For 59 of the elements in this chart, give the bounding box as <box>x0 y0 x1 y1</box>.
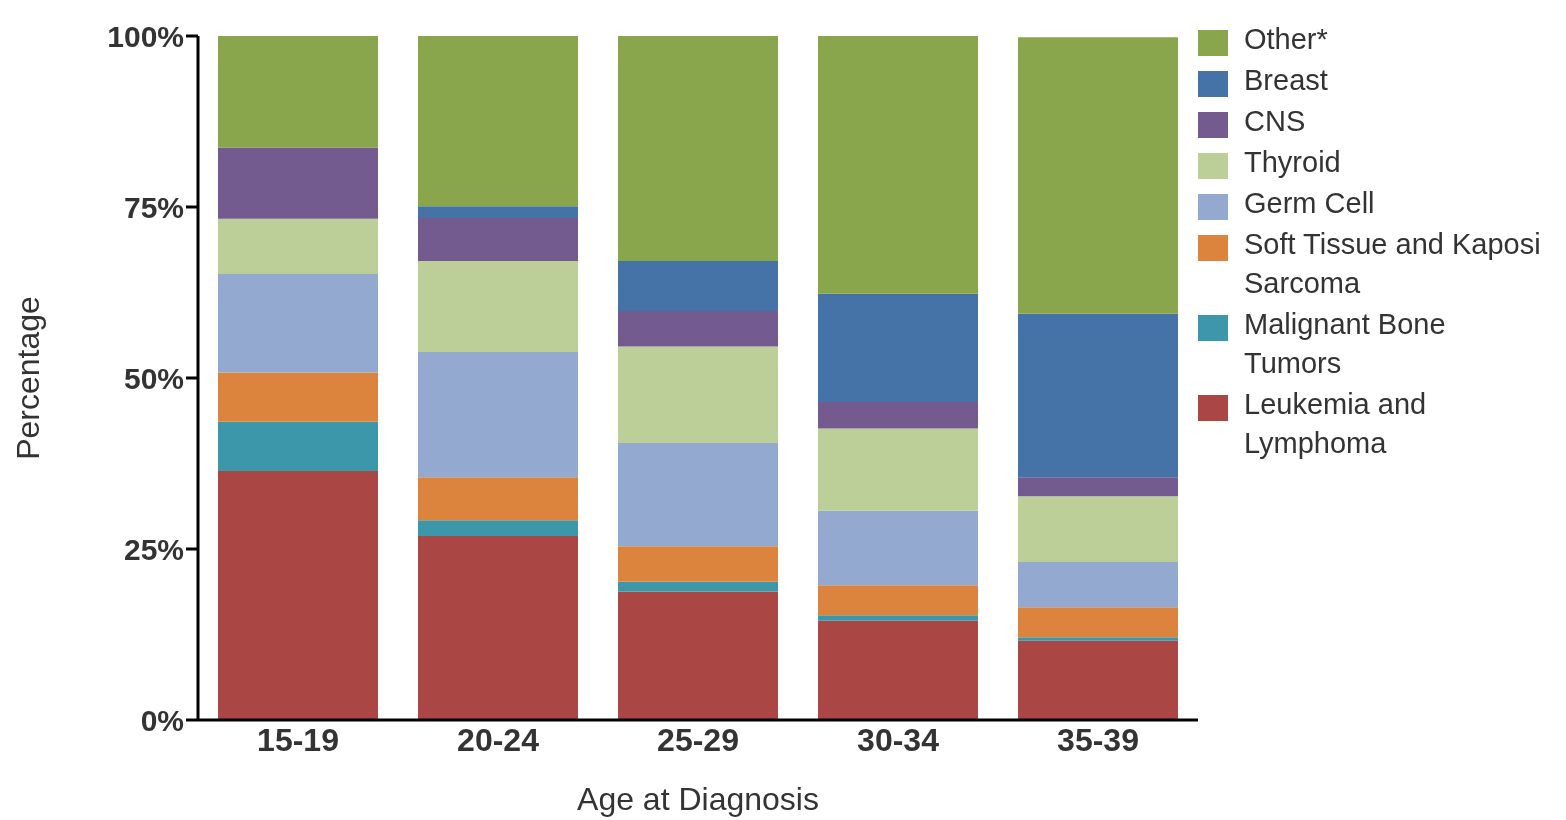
bar <box>218 147 378 219</box>
legend-label: Leukemia and Lymphoma <box>1244 387 1428 461</box>
bar <box>418 217 578 262</box>
bar <box>218 36 378 148</box>
bar <box>218 471 378 720</box>
legend-label: Soft Tissue and Kaposi Sarcoma <box>1244 227 1542 301</box>
x-axis-title: Age at Diagnosis <box>577 781 819 817</box>
bar <box>618 36 778 262</box>
legend-label: Breast <box>1244 63 1328 98</box>
bar <box>218 218 378 275</box>
bar <box>1018 637 1178 641</box>
bar <box>418 352 578 478</box>
legend-label: CNS <box>1244 104 1306 139</box>
bar <box>818 615 978 621</box>
x-tick-label: 35-39 <box>1057 721 1139 758</box>
bar <box>618 346 778 443</box>
bar <box>818 401 978 429</box>
bar <box>618 546 778 582</box>
legend-label: Thyroid <box>1244 145 1341 180</box>
y-axis-title: Percentage <box>10 296 47 460</box>
bar <box>1018 607 1178 638</box>
y-tick-label: 25% <box>123 532 184 566</box>
bar <box>418 477 578 521</box>
x-tick-label: 25-29 <box>657 721 739 758</box>
bar <box>818 510 978 586</box>
y-tick-label: 100% <box>107 19 184 53</box>
bar <box>818 36 978 294</box>
bar <box>818 620 978 720</box>
bar <box>618 581 778 592</box>
bar <box>1018 37 1178 314</box>
bar <box>218 421 378 472</box>
bar <box>818 428 978 511</box>
y-tick-label: 75% <box>123 190 184 224</box>
bar <box>418 536 578 720</box>
bar <box>618 261 778 311</box>
y-tick-label: 0% <box>140 703 184 737</box>
y-tick-label: 50% <box>123 361 184 395</box>
legend-label: Malignant Bone Tumors <box>1244 307 1447 381</box>
bar <box>418 520 578 536</box>
x-tick-label: 15-19 <box>257 721 339 758</box>
legend-label: Germ Cell <box>1244 186 1375 221</box>
x-tick-label: 30-34 <box>857 721 940 758</box>
bar <box>1018 562 1178 608</box>
bar <box>618 591 778 720</box>
bar <box>818 585 978 616</box>
bar <box>418 36 578 207</box>
bar <box>218 372 378 422</box>
bar <box>618 310 778 347</box>
bar <box>1018 496 1178 562</box>
bar <box>818 293 978 402</box>
legend-label: Other* <box>1244 22 1328 57</box>
bar <box>418 261 578 353</box>
x-tick-label: 20-24 <box>457 721 540 758</box>
bar <box>218 274 378 373</box>
bar <box>1018 313 1178 478</box>
bar <box>1018 477 1178 497</box>
bar <box>618 442 778 547</box>
bar <box>418 206 578 218</box>
bar <box>1018 640 1178 720</box>
